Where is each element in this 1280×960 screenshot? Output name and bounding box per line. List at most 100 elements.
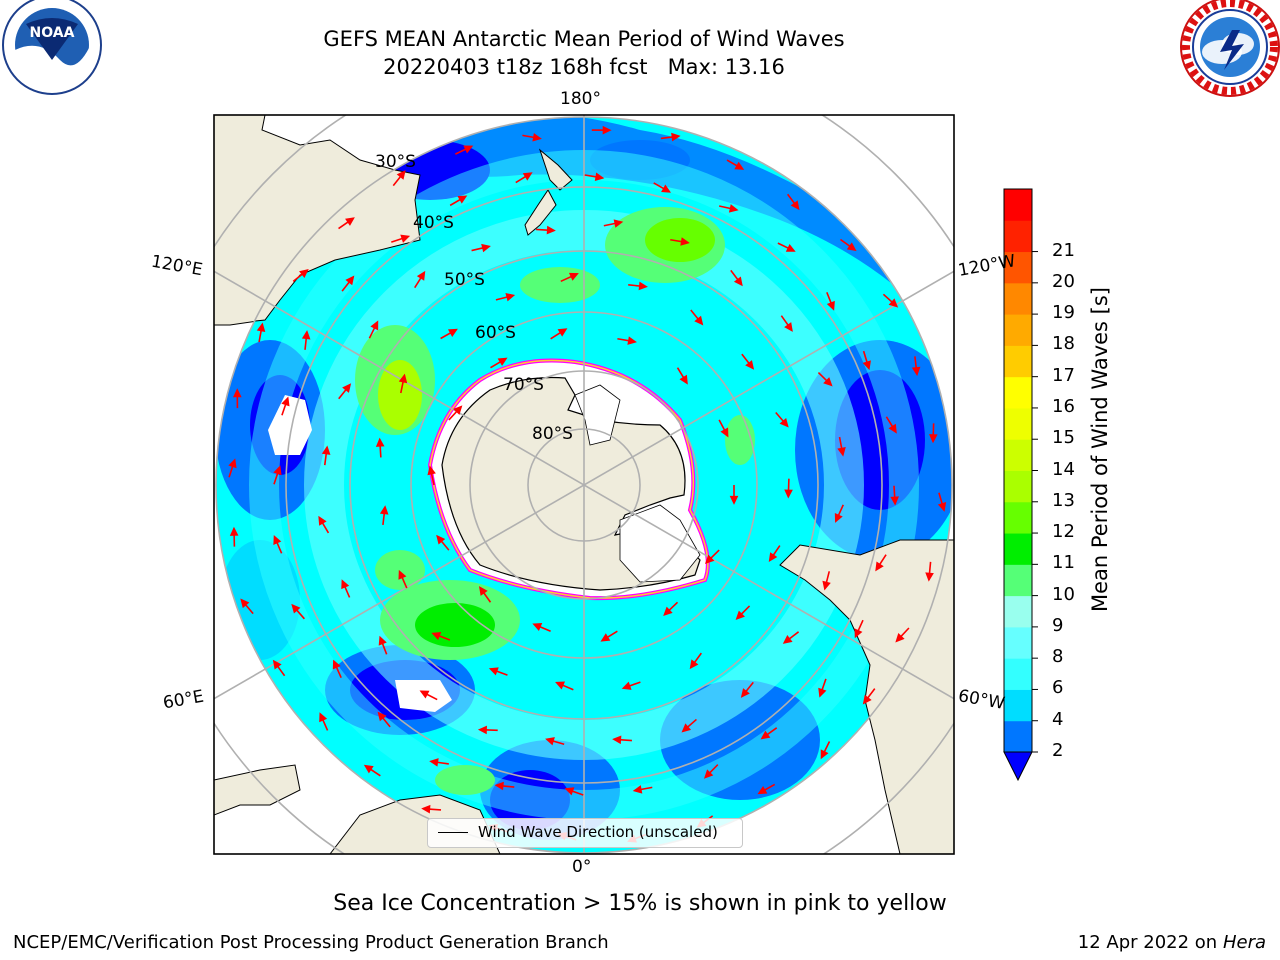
polar-map <box>214 115 954 854</box>
wind-wave-arrowhead <box>497 357 508 366</box>
wind-wave-arrowhead <box>820 749 829 760</box>
wind-wave-arrowhead <box>273 535 282 545</box>
wind-wave-arrowhead <box>823 377 833 387</box>
wind-wave-arrowhead <box>341 579 350 590</box>
wind-wave-arrowhead <box>768 552 778 563</box>
footer-machine: Hera <box>1222 932 1266 953</box>
wind-wave-arrowhead <box>299 269 309 278</box>
wind-wave-arrowhead <box>733 276 743 287</box>
wind-wave-arrowhead <box>895 632 905 643</box>
wind-wave-arrowhead <box>447 328 458 337</box>
colorbar-swatch <box>1004 314 1032 346</box>
africa-madagascar-land <box>214 764 301 816</box>
colorbar-swatch <box>1004 720 1032 753</box>
wind-wave-arrowhead <box>457 195 468 204</box>
wind-wave-arrowhead <box>332 659 341 670</box>
legend-line-sample <box>438 832 468 833</box>
nws-logo <box>1180 0 1280 97</box>
colorbar-tick-label: 8 <box>1052 646 1064 668</box>
lat-label-40s: 40°S <box>413 213 454 233</box>
wind-wave-arrowhead <box>557 328 568 337</box>
lat-label-60s: 60°S <box>475 323 516 343</box>
wind-wave-arrowhead <box>319 712 328 723</box>
wind-wave-arrowhead <box>398 569 407 580</box>
wind-wave-arrowhead <box>784 489 793 499</box>
wind-wave-arrowhead <box>890 496 899 506</box>
wind-wave-arrowhead <box>681 723 692 733</box>
wind-wave-arrowhead <box>568 272 579 281</box>
colorbar-tick-label: 14 <box>1052 458 1075 480</box>
wind-wave-arrowhead <box>735 610 745 620</box>
wind-wave-arrowhead <box>638 281 648 291</box>
wind-wave-arrowhead <box>545 737 555 746</box>
map-frame <box>213 114 955 855</box>
wind-wave-arrowhead <box>564 787 575 796</box>
wind-wave-arrowhead <box>421 804 431 814</box>
noaa-logo: NOAA <box>2 0 102 95</box>
wind-wave-arrowhead <box>431 632 442 641</box>
wind-wave-arrowhead <box>782 634 793 644</box>
colorbar-swatch <box>1004 439 1032 471</box>
colorbar-swatch <box>1004 595 1032 628</box>
wind-wave-arrowhead <box>621 681 632 690</box>
wind-wave-arrowhead <box>419 690 430 699</box>
colorbar-tick-label: 2 <box>1052 740 1064 761</box>
footer-date-text: 12 Apr 2022 on <box>1077 932 1223 953</box>
footer-date: 12 Apr 2022 on Hera <box>1078 932 1266 953</box>
wind-wave-arrowhead <box>478 586 488 596</box>
caption: Sea Ice Concentration > 15% is shown in … <box>333 891 947 916</box>
wind-wave-arrowhead <box>694 315 704 326</box>
wind-wave-arrowhead <box>396 170 406 180</box>
colorbar-under-arrow <box>1003 751 1033 782</box>
lat-label-50s: 50°S <box>444 270 485 290</box>
colorbar-tick-label: 11 <box>1052 552 1075 574</box>
wind-wave-arrowhead <box>363 764 374 774</box>
wind-wave-arrowhead <box>398 373 408 384</box>
wind-wave-arrowhead <box>477 725 487 735</box>
wind-wave-arrowhead <box>790 200 800 211</box>
colorbar-label-wrap: Mean Period of Wind Waves [s] <box>955 287 1245 612</box>
wind-wave-arrowhead <box>779 417 789 428</box>
wind-wave-arrowhead <box>546 225 556 235</box>
wind-wave-arrowhead <box>671 132 681 142</box>
colorbar-swatch <box>1004 470 1032 503</box>
wind-wave-arrowhead <box>453 405 463 415</box>
wind-wave-arrowhead <box>680 237 690 246</box>
colorbar-tick-label: 10 <box>1052 583 1075 605</box>
wind-wave-arrowhead <box>822 580 831 591</box>
wind-wave-arrows <box>228 125 947 843</box>
wind-wave-arrowhead <box>728 204 739 213</box>
colorbar-tick-label: 19 <box>1052 302 1075 324</box>
wind-wave-arrowhead <box>757 786 768 795</box>
wind-wave-arrowhead <box>704 554 715 564</box>
colorbar <box>1003 188 1038 782</box>
colorbar-swatch <box>1004 689 1032 722</box>
colorbar-swatch <box>1004 220 1032 253</box>
wind-wave-arrowhead <box>925 572 934 582</box>
wind-wave-arrowhead <box>729 495 739 505</box>
wind-wave-arrowhead <box>784 322 793 332</box>
wind-wave-arrowhead <box>689 659 699 670</box>
wind-wave-arrowhead <box>862 694 872 705</box>
footer-credit: NCEP/EMC/Verification Post Processing Pr… <box>13 932 609 953</box>
wind-wave-arrowhead <box>888 298 899 308</box>
wind-wave-arrowhead <box>375 437 385 447</box>
colorbar-swatch <box>1004 626 1032 659</box>
wind-wave-arrowhead <box>632 785 643 794</box>
map-legend: Wind Wave Direction (unscaled) <box>427 818 743 848</box>
lat-label-80s: 80°S <box>532 424 573 444</box>
colorbar-tick-label: 21 <box>1052 239 1075 261</box>
wind-wave-arrowhead <box>272 659 282 670</box>
colorbar-tick-label: 18 <box>1052 333 1075 355</box>
wind-wave-arrowhead <box>594 172 605 182</box>
wind-wave-arrowhead <box>613 219 624 228</box>
wind-wave-arrowhead <box>400 234 411 243</box>
wind-wave-arrowhead <box>602 125 612 135</box>
wind-wave-arrowhead <box>370 320 379 331</box>
colorbar-swatch <box>1004 376 1032 409</box>
lon-label-0: 0° <box>572 857 592 877</box>
wind-wave-arrowhead <box>703 769 714 779</box>
wind-wave-arrowhead <box>345 217 355 226</box>
lat-label-70s: 70°S <box>503 375 544 395</box>
colorbar-tick-label: 9 <box>1052 614 1064 636</box>
